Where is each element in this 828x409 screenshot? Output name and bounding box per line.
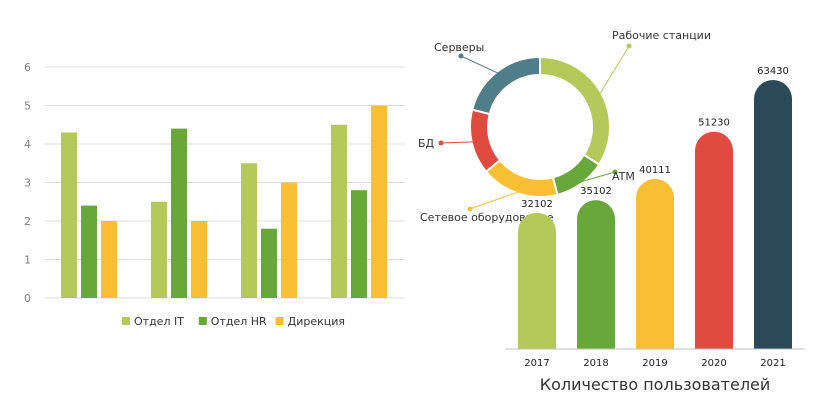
bar-1-group-2: [151, 201, 167, 298]
donut-label-1: Рабочие станции: [612, 29, 711, 42]
bar-chart-legend: Отдел IT Отдел HR Дирекция: [122, 315, 345, 328]
bar-1-group-3: [241, 163, 257, 298]
donut-label-4: БД: [418, 137, 435, 150]
bar-2-group-2: [171, 128, 187, 298]
donut-label-3: Сетевое оборудование: [420, 211, 554, 224]
users-x-tick-2020: 2020: [701, 358, 726, 369]
donut-leader-2: [579, 171, 616, 183]
donut-slice-1: [539, 55, 611, 166]
legend-swatch-3: [275, 317, 284, 325]
users-bar-2017: [518, 212, 556, 349]
bar-y-tick-label-2: 2: [24, 215, 31, 228]
users-bar-2019: [636, 178, 674, 349]
donut-leader-3: [469, 191, 520, 210]
users-x-tick-2021: 2021: [760, 358, 785, 369]
users-bar-value-2021: 63430: [757, 66, 789, 77]
bar-y-tick-label-1: 1: [24, 254, 31, 267]
bar-3-group-4: [371, 105, 387, 298]
donut-label-2: ATM: [612, 170, 635, 183]
users-x-tick-2017: 2017: [524, 358, 549, 369]
users-x-tick-2018: 2018: [583, 358, 608, 369]
users-x-tick-2019: 2019: [642, 358, 667, 369]
bar-y-tick-label-4: 4: [24, 138, 31, 151]
legend-label-1: Отдел IT: [134, 315, 184, 328]
department-bar-chart: 0 1 2 3 4 5 6 Отдел IT Отдел HR Дирекция: [24, 61, 405, 328]
legend-swatch-2: [198, 317, 207, 325]
donut-leader-1: [599, 45, 630, 95]
users-bar-value-2020: 51230: [698, 118, 730, 129]
users-x-axis: 2017 2018 2019 2020 2021: [505, 348, 805, 369]
legend-label-2: Отдел HR: [211, 315, 267, 328]
users-chart-title: Количество пользователей: [540, 375, 771, 394]
bar-y-tick-label-5: 5: [24, 100, 31, 113]
users-bars: 32102 35102 40111 51230 63430: [518, 66, 792, 349]
donut-leader-dot-2: [612, 169, 618, 175]
donut-leader-dot-1: [626, 43, 632, 49]
bar-2-group-4: [351, 190, 367, 298]
bar-chart-y-axis: 0 1 2 3 4 5 6: [24, 61, 31, 305]
users-bar-value-2018: 35102: [580, 186, 612, 197]
bar-y-tick-label-3: 3: [24, 177, 31, 190]
donut-slice-3: [484, 158, 559, 198]
bar-2-group-1: [81, 205, 97, 298]
users-bar-value-2019: 40111: [639, 165, 671, 176]
bar-1-group-1: [61, 132, 77, 298]
bar-3-group-1: [101, 221, 117, 298]
users-bar-2020: [695, 131, 733, 349]
bar-chart-bars: [61, 105, 387, 298]
donut-leader-5: [460, 55, 499, 74]
device-donut-chart: Рабочие станции ATM Сетевое оборудование БД…: [418, 29, 711, 224]
bar-1-group-4: [331, 124, 347, 298]
donut-slices: [469, 55, 611, 198]
donut-leader-dot-5: [458, 53, 464, 59]
legend-label-3: Дирекция: [288, 315, 345, 328]
donut-leader-dot-4: [438, 140, 444, 146]
donut-callouts: Рабочие станции ATM Сетевое оборудование БД…: [418, 29, 711, 224]
bar-y-tick-label-0: 0: [24, 292, 31, 305]
donut-label-5: Серверы: [434, 41, 484, 54]
donut-leader-dot-3: [467, 206, 473, 212]
legend-swatch-1: [122, 317, 130, 325]
users-bar-value-2017: 32102: [521, 199, 553, 210]
donut-leader-4: [440, 141, 474, 144]
bar-3-group-2: [191, 221, 207, 298]
bar-2-group-3: [261, 228, 277, 298]
users-bar-2018: [577, 200, 615, 349]
bar-3-group-3: [281, 182, 297, 298]
donut-slice-5: [470, 55, 541, 116]
bar-y-tick-label-6: 6: [24, 61, 31, 74]
donut-slice-4: [469, 108, 502, 174]
users-bar-2021: [754, 80, 792, 349]
